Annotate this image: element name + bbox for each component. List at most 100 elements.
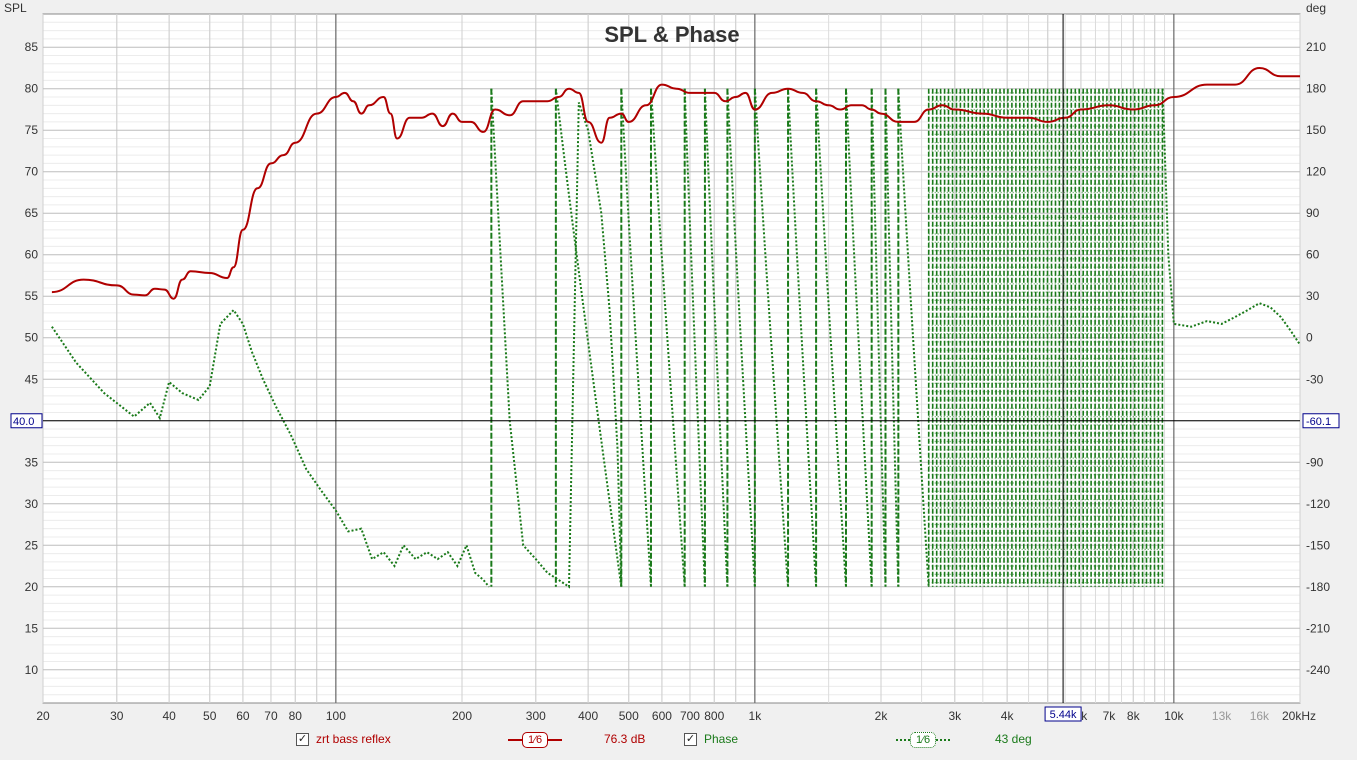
- right-axis-tick-label: -240: [1306, 663, 1330, 677]
- cursor-spl-readout-box: [10, 413, 43, 429]
- phase-sweep: [620, 88, 652, 587]
- x-axis-tick-label: 30: [110, 709, 124, 723]
- x-axis-tick-label: 500: [619, 709, 639, 723]
- cursor-freq-readout-box: [1044, 706, 1082, 722]
- left-axis-tick-label: 35: [25, 455, 39, 469]
- legend-spl-entry[interactable]: ✓ zrt bass reflex: [296, 732, 391, 746]
- right-axis-tick-label: 150: [1306, 123, 1326, 137]
- right-axis-tick-label: -120: [1306, 497, 1330, 511]
- phase-dense-wraps: [927, 88, 1164, 587]
- x-axis-tick-label: 800: [704, 709, 724, 723]
- x-axis-tick-label: 1k: [749, 709, 763, 723]
- x-axis-tick-label: 2k: [875, 709, 889, 723]
- left-axis-tick-label: 75: [25, 123, 39, 137]
- phase-line-swatch-icon: [896, 739, 910, 741]
- cursor-phase-readout: -60.1: [1306, 416, 1331, 428]
- spl-smoothing-label[interactable]: 1⁄6: [522, 732, 549, 748]
- phase-sweep: [787, 88, 818, 587]
- chart-title: SPL & Phase: [604, 22, 739, 47]
- cursor-freq-readout: 5.44k: [1050, 709, 1077, 721]
- phase-line-swatch-icon: [936, 739, 951, 741]
- phase-sweep: [753, 88, 789, 587]
- cursor[interactable]: 40.0 -60.1 5.44k: [10, 14, 1340, 722]
- x-axis-tick-label: 20kHz: [1282, 709, 1316, 723]
- x-axis-tick-label: 3k: [948, 709, 962, 723]
- phase-sweep: [703, 88, 729, 587]
- x-axis-tick-label: 700: [680, 709, 700, 723]
- left-axis-tick-label: 65: [25, 206, 39, 220]
- phase-sweep: [845, 88, 873, 587]
- spl-visible-checkbox[interactable]: ✓: [296, 732, 309, 746]
- spl-line: [51, 66, 1300, 300]
- phase-line-low: [51, 308, 490, 588]
- right-axis-label: deg: [1306, 1, 1326, 15]
- phase-line-high: [1161, 88, 1301, 346]
- phase-smoothing-label[interactable]: 1⁄6: [910, 732, 937, 748]
- x-axis-tick-label: 16k: [1250, 709, 1270, 723]
- spl-series-name: zrt bass reflex: [316, 732, 391, 746]
- left-axis-tick-label: 80: [25, 82, 39, 96]
- x-axis-tick-label: 7k: [1103, 709, 1117, 723]
- x-axis-tick-label: 13k: [1212, 709, 1232, 723]
- right-axis-tick-label: 60: [1306, 248, 1320, 262]
- x-axis-tick-label: 10k: [1164, 709, 1184, 723]
- right-axis-tick-label: 30: [1306, 289, 1320, 303]
- right-axis-tick-label: 120: [1306, 165, 1326, 179]
- cursor-phase-readout-box: [1302, 413, 1340, 429]
- left-axis-tick-label: 20: [25, 580, 39, 594]
- phase-sweep: [815, 88, 847, 587]
- phase-sweep: [870, 88, 887, 587]
- phase-sweep: [884, 88, 900, 587]
- x-axis-tick-label: 400: [578, 709, 598, 723]
- right-axis-tick-label: -210: [1306, 621, 1330, 635]
- phase-series: [51, 88, 1301, 589]
- x-axis-tick-label: 100: [326, 709, 346, 723]
- x-axis-tick-label: 300: [526, 709, 546, 723]
- right-axis-tick-label: 180: [1306, 82, 1326, 96]
- left-axis-tick-label: 60: [25, 248, 39, 262]
- right-axis-tick-label: -90: [1306, 455, 1324, 469]
- phase-cursor-value: 43 deg: [995, 732, 1032, 746]
- x-axis-tick-label: 20: [36, 709, 50, 723]
- left-axis-tick-label: 85: [25, 40, 39, 54]
- right-axis-tick-label: 90: [1306, 206, 1320, 220]
- right-axis-tick-label: 0: [1306, 331, 1313, 345]
- right-axis-tick-label: 210: [1306, 40, 1326, 54]
- phase-sweep: [683, 88, 706, 587]
- right-axis-ticks: -240-210-180-150-120-90-60-3003060901201…: [1306, 40, 1330, 677]
- legend-phase-entry[interactable]: ✓ Phase: [684, 732, 738, 746]
- x-axis-tick-label: 200: [452, 709, 472, 723]
- x-axis-tick-label: 40: [162, 709, 176, 723]
- phase-line-mid: [490, 88, 623, 589]
- x-axis-tick-label: 80: [289, 709, 303, 723]
- left-axis-tick-label: 15: [25, 621, 39, 635]
- phase-visible-checkbox[interactable]: ✓: [684, 732, 697, 746]
- right-axis-tick-label: -150: [1306, 538, 1330, 552]
- phase-sweep: [554, 88, 623, 587]
- spl-line-swatch-icon: [508, 739, 522, 741]
- x-axis-tick-label: 4k: [1001, 709, 1015, 723]
- left-axis-tick-label: 70: [25, 165, 39, 179]
- left-axis-tick-label: 45: [25, 372, 39, 386]
- phase-sweep: [897, 88, 930, 587]
- phase-smoothing-control[interactable]: 1⁄6: [896, 732, 951, 748]
- right-axis-tick-label: -30: [1306, 372, 1324, 386]
- spl-cursor-value: 76.3 dB: [604, 732, 646, 746]
- x-axis-ticks: 20 30 40 50 60 70 80 100 200 300 400 500 600 700 800 1k…: [36, 709, 1316, 723]
- x-axis-tick-label: 70: [264, 709, 278, 723]
- left-axis-tick-label: 30: [25, 497, 39, 511]
- right-axis-tick-label: -180: [1306, 580, 1330, 594]
- x-axis-tick-label: 50: [203, 709, 217, 723]
- left-axis-tick-label: 10: [25, 663, 39, 677]
- left-axis-tick-label: 55: [25, 289, 39, 303]
- cursor-spl-readout: 40.0: [13, 416, 34, 428]
- left-axis-tick-label: 50: [25, 331, 39, 345]
- x-axis-tick-label: 600: [652, 709, 672, 723]
- left-axis-label: SPL: [4, 1, 27, 15]
- left-axis-ticks: 10152025303540455055606570758085: [25, 40, 39, 677]
- phase-sweep: [650, 88, 686, 587]
- spl-series: [51, 66, 1300, 300]
- spl-smoothing-control[interactable]: 1⁄6: [508, 732, 563, 748]
- legend: ✓ zrt bass reflex 1⁄6 76.3 dB ✓ Phase 1⁄…: [0, 730, 1357, 752]
